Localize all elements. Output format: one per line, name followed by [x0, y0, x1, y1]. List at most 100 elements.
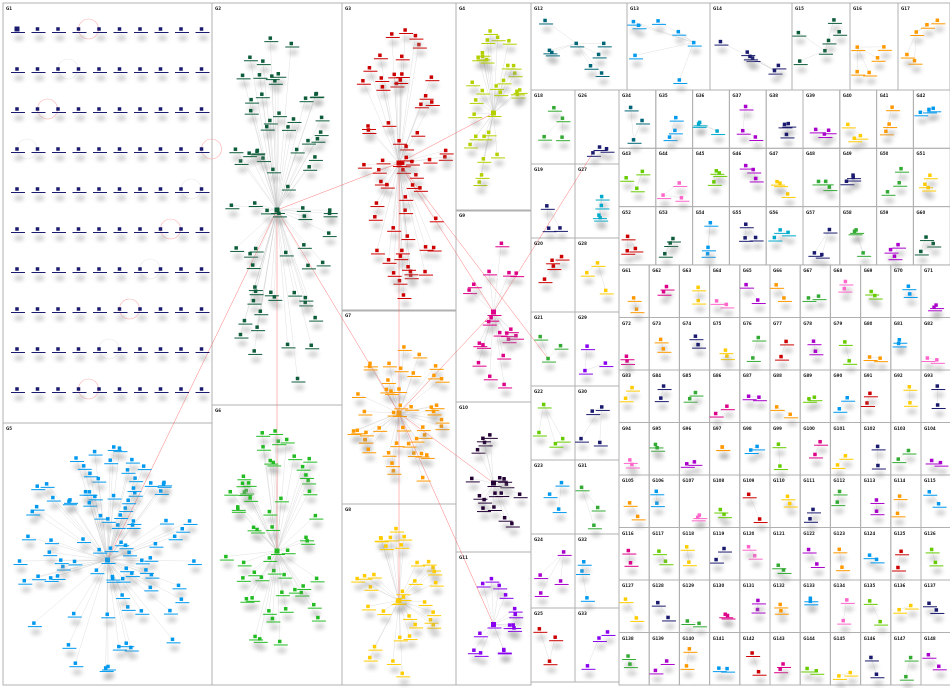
node[interactable] — [415, 451, 430, 466]
node[interactable] — [134, 147, 148, 161]
node[interactable] — [575, 485, 590, 500]
node[interactable] — [278, 572, 293, 587]
node[interactable] — [93, 227, 107, 241]
node[interactable] — [752, 335, 767, 350]
node[interactable] — [476, 506, 491, 521]
node[interactable] — [93, 347, 107, 361]
node[interactable] — [419, 245, 434, 259]
node[interactable] — [870, 557, 885, 572]
node[interactable] — [263, 556, 278, 570]
node[interactable] — [483, 433, 498, 447]
node[interactable] — [742, 492, 757, 507]
node[interactable] — [11, 267, 25, 281]
node[interactable] — [626, 385, 641, 400]
node[interactable] — [266, 167, 281, 182]
node[interactable] — [777, 296, 792, 310]
node[interactable] — [487, 110, 502, 126]
node[interactable] — [31, 187, 46, 201]
node[interactable] — [773, 181, 788, 196]
node[interactable] — [680, 462, 695, 476]
node[interactable] — [714, 507, 729, 522]
node[interactable] — [736, 128, 751, 143]
node[interactable] — [407, 371, 422, 385]
node[interactable] — [419, 269, 434, 284]
node[interactable] — [387, 226, 402, 240]
node[interactable] — [680, 664, 695, 678]
node[interactable] — [315, 115, 330, 130]
node[interactable] — [783, 501, 798, 516]
node[interactable] — [752, 395, 767, 410]
node[interactable] — [106, 574, 121, 589]
node[interactable] — [753, 517, 768, 532]
node[interactable] — [52, 67, 66, 81]
node[interactable] — [864, 655, 879, 670]
node[interactable] — [234, 332, 249, 347]
node[interactable] — [195, 187, 210, 201]
node[interactable] — [547, 105, 562, 120]
node[interactable] — [377, 609, 392, 624]
node[interactable] — [930, 303, 945, 318]
node[interactable] — [281, 342, 296, 357]
node[interactable] — [154, 27, 169, 41]
node[interactable] — [627, 138, 642, 152]
node[interactable] — [114, 513, 129, 528]
node[interactable] — [650, 501, 665, 516]
node[interactable] — [932, 501, 947, 516]
node[interactable] — [553, 226, 568, 240]
node[interactable] — [72, 347, 87, 361]
node[interactable] — [781, 192, 796, 206]
node[interactable] — [266, 525, 281, 539]
node[interactable] — [881, 190, 896, 204]
node[interactable] — [268, 295, 283, 309]
node[interactable] — [195, 307, 210, 321]
node[interactable] — [593, 440, 608, 455]
node[interactable] — [871, 444, 886, 459]
node[interactable] — [555, 254, 570, 269]
node[interactable] — [710, 557, 725, 572]
node[interactable] — [925, 458, 940, 473]
node[interactable] — [363, 65, 378, 80]
node[interactable] — [549, 635, 564, 650]
node[interactable] — [857, 251, 872, 265]
node[interactable] — [711, 129, 726, 144]
node[interactable] — [299, 96, 314, 111]
node[interactable] — [268, 79, 283, 93]
node[interactable] — [709, 411, 724, 426]
node[interactable] — [712, 666, 727, 681]
node[interactable] — [904, 603, 919, 618]
node[interactable] — [135, 609, 150, 623]
node[interactable] — [52, 147, 66, 161]
node[interactable] — [62, 643, 77, 657]
node[interactable] — [11, 187, 25, 201]
node[interactable] — [473, 631, 488, 646]
node[interactable] — [841, 395, 856, 410]
node[interactable] — [651, 600, 666, 615]
node[interactable] — [31, 147, 46, 161]
node[interactable] — [591, 261, 606, 275]
node[interactable] — [595, 405, 610, 419]
node[interactable] — [266, 616, 281, 631]
node[interactable] — [931, 384, 946, 399]
node[interactable] — [382, 121, 397, 135]
node[interactable] — [744, 448, 759, 463]
node[interactable] — [394, 78, 409, 93]
node[interactable] — [414, 102, 429, 117]
node[interactable] — [903, 292, 918, 306]
node[interactable] — [599, 361, 614, 376]
node[interactable] — [113, 307, 128, 321]
node[interactable] — [93, 307, 107, 321]
node[interactable] — [69, 661, 84, 676]
node[interactable] — [720, 302, 735, 317]
node[interactable] — [537, 402, 552, 417]
node[interactable] — [930, 358, 945, 372]
node[interactable] — [107, 493, 122, 508]
node[interactable] — [93, 147, 107, 161]
node[interactable] — [402, 265, 417, 279]
node[interactable] — [672, 29, 687, 44]
node[interactable] — [409, 33, 424, 48]
node[interactable] — [52, 267, 66, 281]
node[interactable] — [11, 26, 25, 42]
node[interactable] — [710, 299, 725, 313]
node[interactable] — [134, 387, 148, 401]
node[interactable] — [595, 203, 610, 218]
